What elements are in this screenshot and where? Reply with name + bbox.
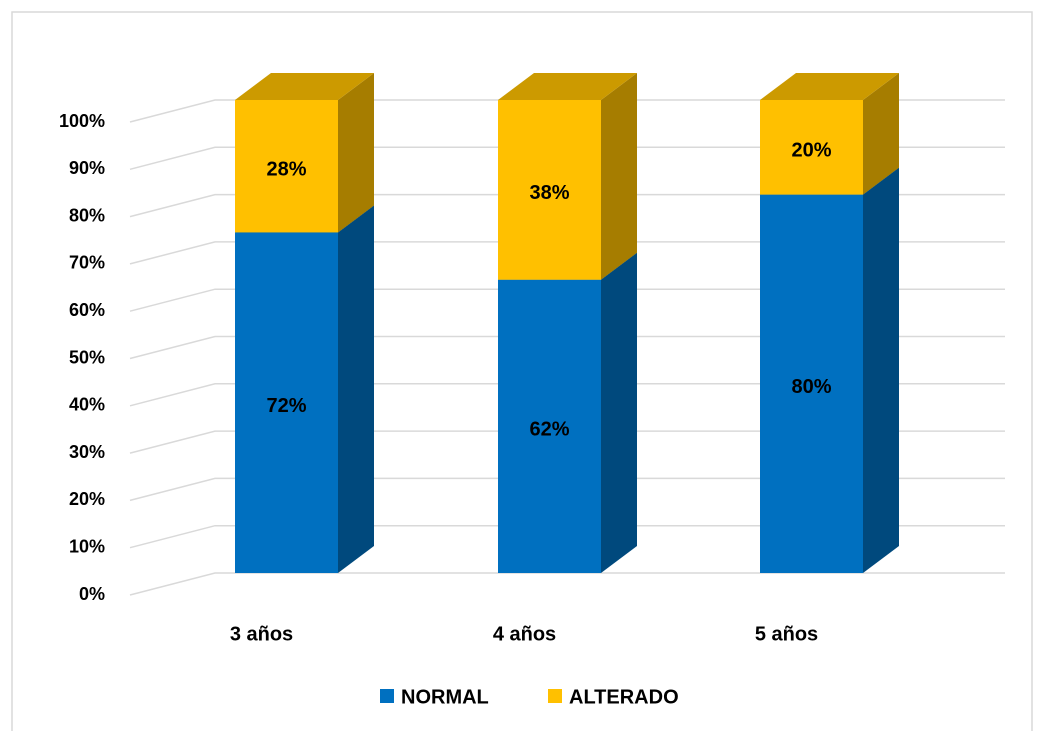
grid-line [129,477,1005,502]
data-label: 80% [791,376,831,398]
bar [498,100,601,280]
x-tick-label: 5 años [755,623,818,645]
data-label: 72% [266,395,306,417]
y-tick-label: 70% [69,253,105,273]
y-tick-label: 90% [69,158,105,178]
y-tick-label: 40% [69,395,105,415]
data-label: 38% [529,182,569,204]
legend-swatch [548,689,562,703]
x-tick-label: 3 años [230,623,293,645]
bar-top [235,73,374,100]
bar-side [601,252,637,574]
bar [498,279,601,573]
bar [235,100,338,233]
grid-line [129,241,1005,265]
bar [760,194,863,573]
legend-label: ALTERADO [569,686,679,708]
bar-side [863,73,899,195]
bar-side [863,167,899,573]
bar-side [338,205,374,573]
legend-label: NORMAL [401,686,489,708]
y-tick-label: 30% [69,442,105,462]
grid-line [129,335,1005,360]
grid-line [129,572,1005,596]
bar-top [498,73,637,100]
data-label: 20% [791,140,831,162]
grid-line [129,524,1005,549]
y-tick-label: 10% [69,536,105,556]
bar [760,100,863,195]
legend-swatch [380,689,394,703]
y-tick-label: 80% [69,205,105,225]
grid-line [129,383,1005,407]
grid-line [129,193,1005,218]
y-tick-label: 60% [69,300,105,320]
bar-side [338,73,374,233]
grid-line [129,288,1005,312]
bar [235,232,338,573]
grid-line [129,99,1005,123]
bar-side [601,73,637,280]
data-label: 62% [529,419,569,441]
grid-line [129,146,1005,171]
x-tick-label: 4 años [493,623,556,645]
bar-top [760,73,899,100]
y-tick-label: 0% [79,584,105,604]
grid-line [129,430,1005,454]
y-tick-label: 100% [59,111,105,131]
y-tick-label: 50% [69,347,105,367]
data-label: 28% [266,159,306,181]
y-tick-label: 20% [69,489,105,509]
